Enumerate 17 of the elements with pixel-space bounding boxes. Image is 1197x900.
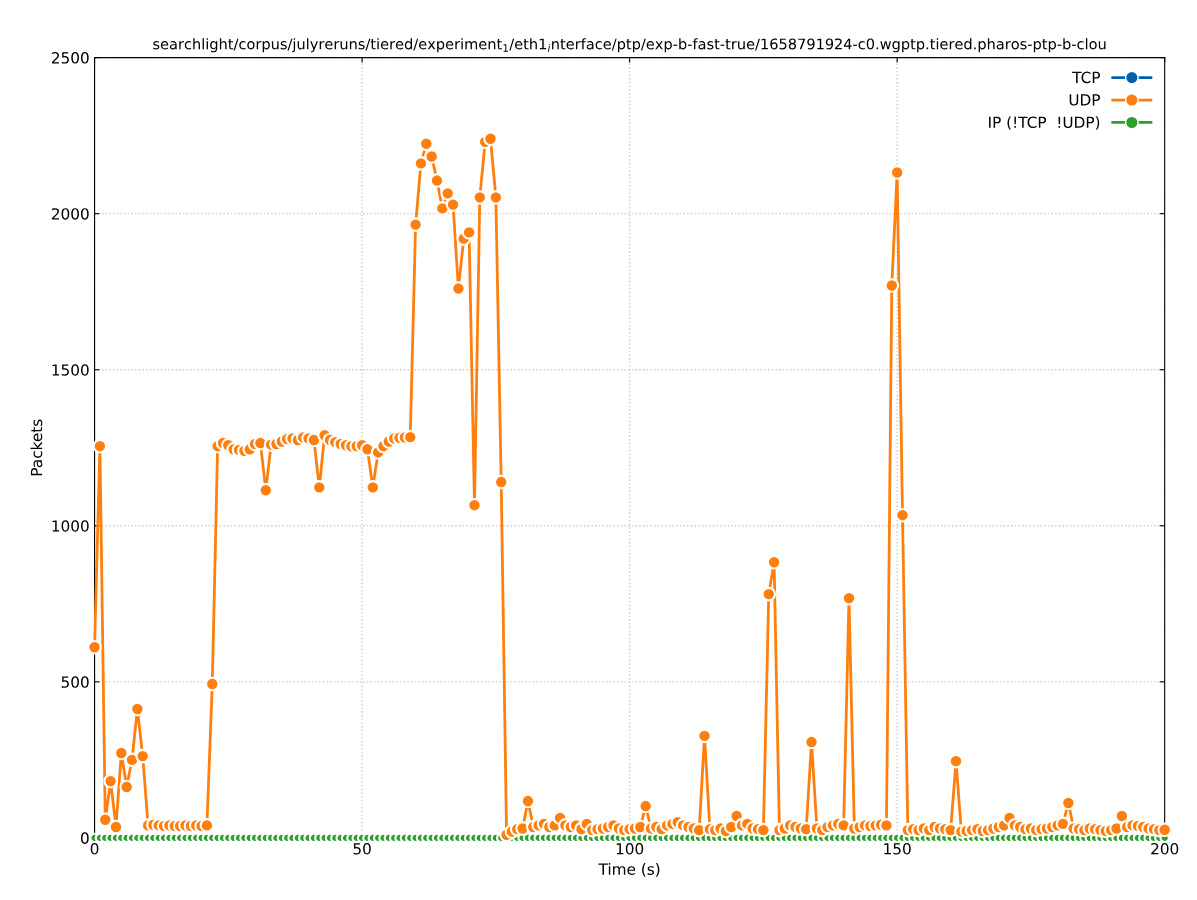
legend-label: UDP xyxy=(1069,94,1100,106)
x-axis-title: Time (s) xyxy=(598,863,660,877)
y-tick-label: 1000 xyxy=(52,520,89,532)
y-tick-label: 500 xyxy=(61,676,89,688)
y-tick-label: 2000 xyxy=(51,208,89,220)
y-tick-label: 1500 xyxy=(52,364,89,376)
x-tick-label: 100 xyxy=(616,843,644,855)
y-tick-label: 0 xyxy=(80,832,89,844)
chart-title: searchlight/corpus/julyreruns/tiered/experiment$_{1}$/eth1$_{i}$nterface/ptp/exp-b-fast-true/1658791924-c0.wgptp.tiered.pharos-ptp-b-clou xyxy=(153,38,1106,53)
x-tick-label: 0 xyxy=(90,843,99,855)
y-tick-label: 2500 xyxy=(51,52,89,64)
x-tick-label: 200 xyxy=(1151,843,1179,855)
x-tick-label: 50 xyxy=(353,843,371,855)
x-tick-label: 150 xyxy=(884,843,911,855)
y-axis-title: Packets xyxy=(30,419,43,476)
legend-label: IP (!TCP !UDP) xyxy=(989,116,1100,130)
legend-label: TCP xyxy=(1072,71,1100,84)
